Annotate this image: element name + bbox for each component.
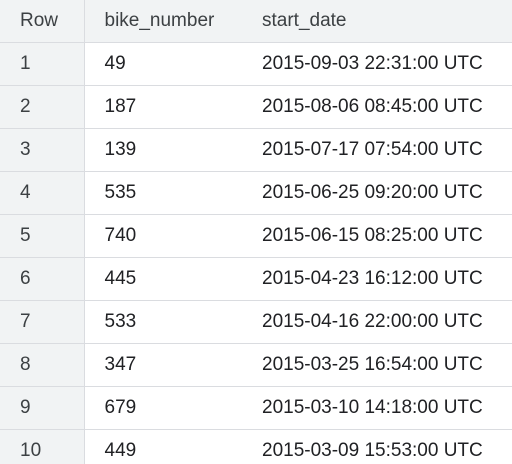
row-number-cell: 2 — [0, 85, 85, 129]
column-header-row[interactable]: Row — [0, 0, 85, 43]
start-date-cell: 2015-03-09 15:53:00 UTC — [242, 429, 512, 464]
table-row[interactable]: 8 347 2015-03-25 16:54:00 UTC — [0, 343, 512, 387]
row-number-cell: 10 — [0, 429, 85, 464]
table-row[interactable]: 6 445 2015-04-23 16:12:00 UTC — [0, 257, 512, 301]
start-date-cell: 2015-03-10 14:18:00 UTC — [242, 386, 512, 430]
row-number-cell: 1 — [0, 42, 85, 86]
table-row[interactable]: 2 187 2015-08-06 08:45:00 UTC — [0, 85, 512, 129]
start-date-cell: 2015-04-23 16:12:00 UTC — [242, 257, 512, 301]
row-number-cell: 5 — [0, 214, 85, 258]
row-number-cell: 8 — [0, 343, 85, 387]
table-row[interactable]: 1 49 2015-09-03 22:31:00 UTC — [0, 42, 512, 86]
table-row[interactable]: 5 740 2015-06-15 08:25:00 UTC — [0, 214, 512, 258]
bike-number-cell: 535 — [84, 171, 242, 215]
start-date-cell: 2015-09-03 22:31:00 UTC — [242, 42, 512, 86]
start-date-cell: 2015-04-16 22:00:00 UTC — [242, 300, 512, 344]
column-header-start-date[interactable]: start_date — [242, 0, 512, 43]
bike-number-cell: 187 — [84, 85, 242, 129]
row-number-cell: 7 — [0, 300, 85, 344]
start-date-cell: 2015-06-25 09:20:00 UTC — [242, 171, 512, 215]
table-row[interactable]: 4 535 2015-06-25 09:20:00 UTC — [0, 171, 512, 215]
start-date-cell: 2015-08-06 08:45:00 UTC — [242, 85, 512, 129]
table-row[interactable]: 7 533 2015-04-16 22:00:00 UTC — [0, 300, 512, 344]
start-date-cell: 2015-03-25 16:54:00 UTC — [242, 343, 512, 387]
start-date-cell: 2015-07-17 07:54:00 UTC — [242, 128, 512, 172]
table-row[interactable]: 3 139 2015-07-17 07:54:00 UTC — [0, 128, 512, 172]
start-date-cell: 2015-06-15 08:25:00 UTC — [242, 214, 512, 258]
row-number-cell: 3 — [0, 128, 85, 172]
bike-number-cell: 740 — [84, 214, 242, 258]
bike-number-cell: 445 — [84, 257, 242, 301]
header-row: Row bike_number start_date — [0, 0, 512, 43]
bike-number-cell: 533 — [84, 300, 242, 344]
bike-number-cell: 49 — [84, 42, 242, 86]
table-row[interactable]: 10 449 2015-03-09 15:53:00 UTC — [0, 429, 512, 464]
results-body: 1 49 2015-09-03 22:31:00 UTC 2 187 2015-08-06… — [0, 42, 512, 464]
row-number-cell: 9 — [0, 386, 85, 430]
bike-number-cell: 139 — [84, 128, 242, 172]
bike-number-cell: 449 — [84, 429, 242, 464]
bike-number-cell: 347 — [84, 343, 242, 387]
bike-number-cell: 679 — [84, 386, 242, 430]
column-header-bike-number[interactable]: bike_number — [84, 0, 242, 43]
row-number-cell: 4 — [0, 171, 85, 215]
row-number-cell: 6 — [0, 257, 85, 301]
table-row[interactable]: 9 679 2015-03-10 14:18:00 UTC — [0, 386, 512, 430]
